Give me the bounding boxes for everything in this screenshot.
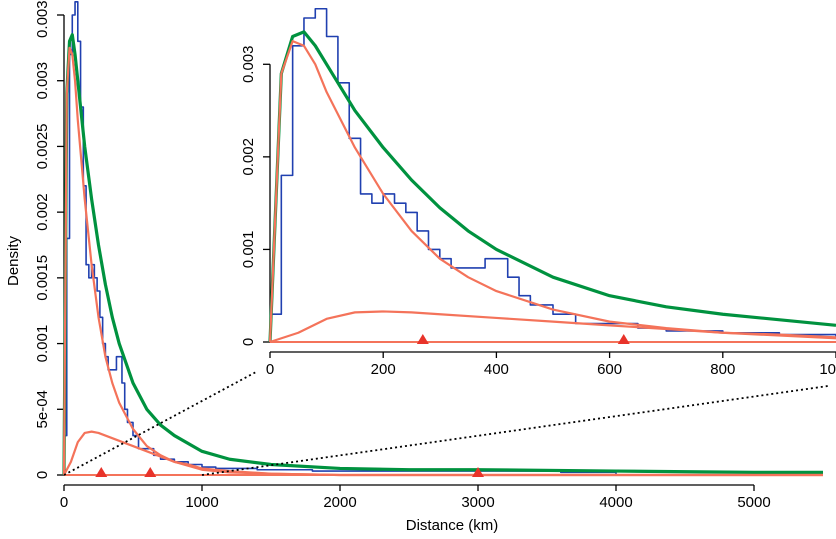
- inset-y-tick-label: 0.001: [240, 231, 257, 269]
- zoom-connector-lines: [63, 371, 829, 476]
- main-y-tick-label: 0: [34, 471, 51, 479]
- main-x-tick-label: 0: [60, 494, 68, 511]
- main-series-1-line: [62, 33, 823, 476]
- inset-axes: 0 200 400 600 800 1000 0 0.001 0.002 0.003: [240, 46, 836, 378]
- zoom-line-right: [201, 385, 829, 476]
- main-y-tick-label: 0.0025: [34, 123, 51, 169]
- inset-marker-triangle: [617, 334, 630, 344]
- inset-x-tick-label: 800: [710, 361, 735, 378]
- inset-x-tick-label: 200: [371, 361, 396, 378]
- inset-x-tick-label: 600: [597, 361, 622, 378]
- inset-marker-group: [270, 334, 836, 344]
- main-marker-triangle: [95, 467, 108, 477]
- main-y-tick-label: 0.001: [34, 325, 51, 363]
- inset-y-tick-label: 0: [240, 338, 257, 346]
- main-x-tick-label: 2000: [323, 494, 356, 511]
- inset-series-3-line: [269, 310, 836, 344]
- main-y-tick-label: 0.0035: [34, 0, 51, 38]
- inset-density-panel: 0 200 400 600 800 1000 0 0.001 0.002 0.003: [240, 7, 836, 378]
- main-marker-group: [64, 467, 823, 477]
- inset-series-group: [268, 7, 836, 344]
- inset-series-1-line: [268, 30, 836, 343]
- inset-background: [270, 18, 836, 358]
- main-density-panel: 0 1000 2000 3000 4000 500005e-040.0010.00150.…: [5, 0, 823, 534]
- y-axis-title: Density: [5, 235, 22, 286]
- inset-y-tick-label: 0.002: [240, 138, 257, 176]
- inset-x-tick-label: 400: [484, 361, 509, 378]
- main-marker-triangle: [472, 467, 484, 477]
- main-marker-triangle: [144, 467, 157, 477]
- inset-marker-triangle: [416, 334, 429, 344]
- main-x-tick-label: 1000: [185, 494, 218, 511]
- inset-x-tick-label: 0: [266, 361, 274, 378]
- main-y-tick-label: 5e-04: [34, 390, 51, 428]
- main-y-tick-label: 0.003: [34, 62, 51, 100]
- inset-series-0-line: [270, 7, 836, 337]
- main-series-0-line: [64, 1, 617, 475]
- main-y-tick-label: 0.0015: [34, 255, 51, 301]
- main-axes: 0 1000 2000 3000 4000 500005e-040.0010.00150.…: [34, 0, 771, 511]
- main-y-tick-label: 0.002: [34, 193, 51, 231]
- x-axis-title: Distance (km): [406, 517, 499, 534]
- zoom-line-left: [63, 371, 257, 476]
- main-x-tick-label: 4000: [599, 494, 632, 511]
- inset-series-2-line: [268, 40, 836, 343]
- main-x-tick-label: 5000: [737, 494, 770, 511]
- main-x-tick-label: 3000: [461, 494, 494, 511]
- inset-x-tick-label: 1000: [819, 361, 836, 378]
- inset-y-tick-label: 0.003: [240, 46, 257, 84]
